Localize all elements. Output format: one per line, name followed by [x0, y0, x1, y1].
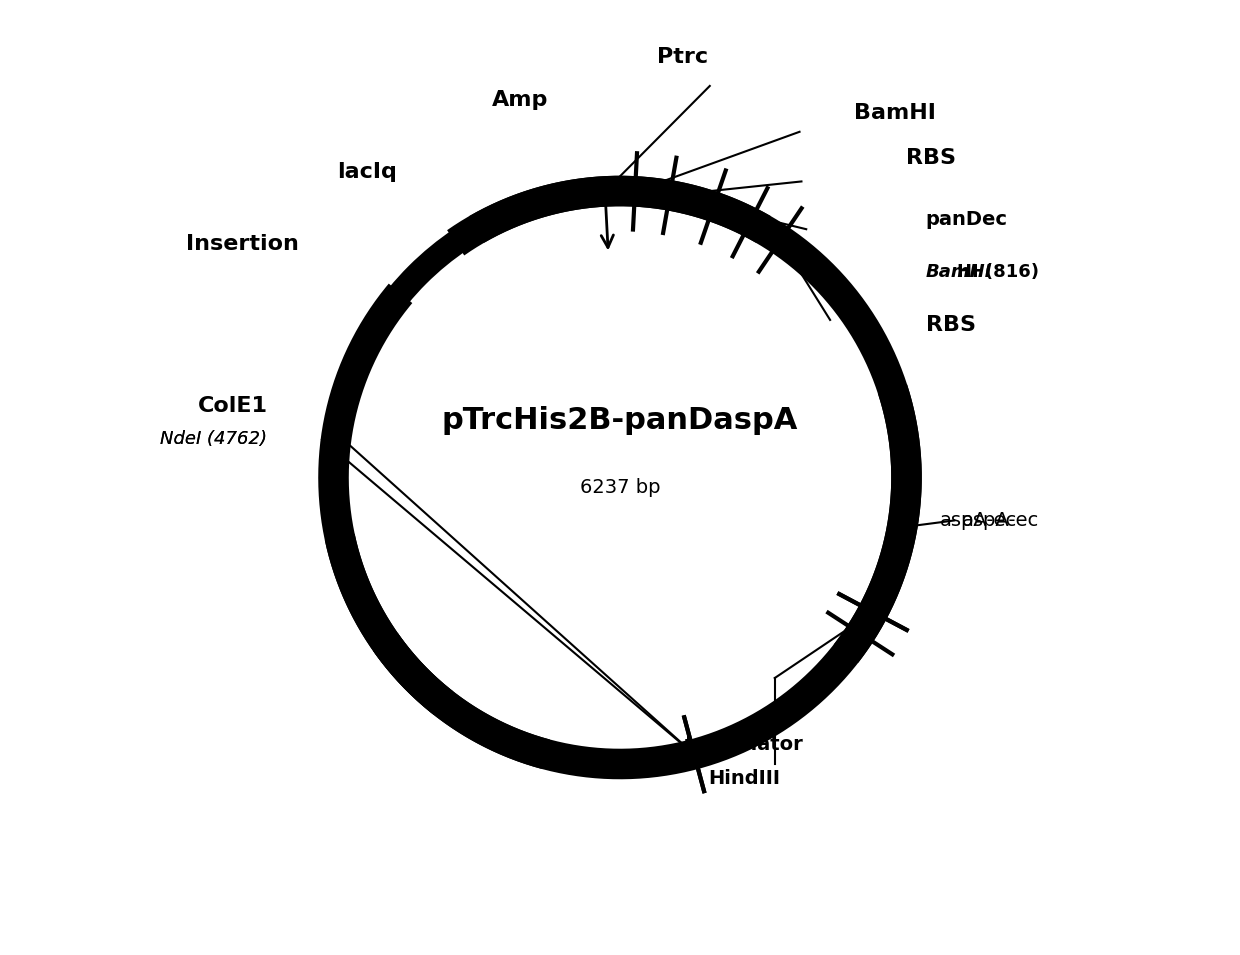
- Text: RBS: RBS: [906, 148, 956, 167]
- Text: panDec: panDec: [925, 210, 1008, 229]
- Text: lacIq: lacIq: [337, 162, 397, 181]
- Text: Insertion: Insertion: [186, 234, 299, 253]
- Text: Ptrc: Ptrc: [656, 48, 708, 67]
- Text: ColE1: ColE1: [198, 396, 268, 415]
- Text: 6237 bp: 6237 bp: [580, 478, 660, 497]
- Text: HindIII: HindIII: [708, 769, 780, 788]
- Text: aspA-ec: aspA-ec: [962, 511, 1039, 530]
- Text: NdeI (4762): NdeI (4762): [160, 431, 267, 448]
- Text: BamHI: BamHI: [925, 264, 992, 281]
- Text: pTrcHis2B-panDaspA: pTrcHis2B-panDaspA: [441, 406, 799, 435]
- Text: RBS: RBS: [925, 315, 976, 334]
- Text: BamHI: BamHI: [854, 103, 936, 122]
- Text: HI (816): HI (816): [957, 264, 1039, 281]
- Text: aspA-ec: aspA-ec: [940, 511, 1017, 530]
- Text: terminator: terminator: [684, 735, 804, 754]
- Text: NdeI (4762): NdeI (4762): [160, 431, 267, 448]
- Text: Amp: Amp: [491, 91, 548, 110]
